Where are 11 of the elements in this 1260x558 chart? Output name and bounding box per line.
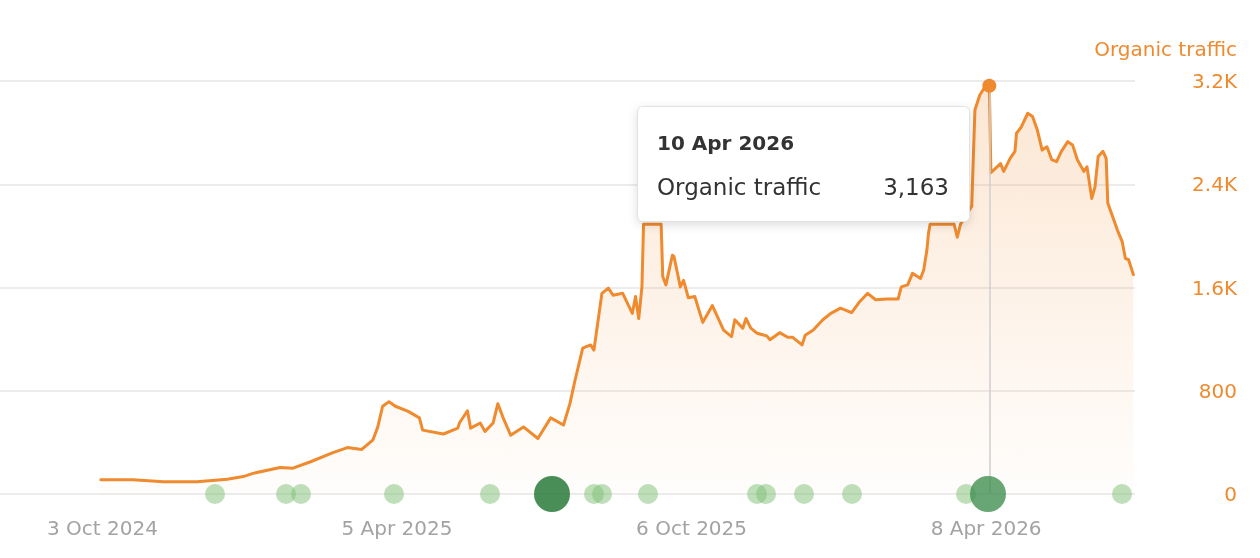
y-tick-label: 3.2K (1192, 69, 1238, 93)
y-tick-label: 0 (1224, 482, 1237, 506)
x-tick-label: 3 Oct 2024 (46, 516, 158, 540)
y-tick-label: 800 (1198, 378, 1237, 403)
y-axis-title: Organic traffic (1094, 37, 1237, 61)
y-tick-label: 1.6K (1192, 275, 1238, 300)
text: 10 Apr 2026 Organic traffic 3,163 (657, 130, 950, 200)
x-tick-label: 8 Apr 2026 (930, 516, 1042, 540)
x-tick-label: 6 Oct 2025 (636, 516, 748, 540)
x-tick-label: 5 Apr 2025 (341, 516, 453, 540)
y-tick-label: 2.4K (1192, 172, 1238, 197)
